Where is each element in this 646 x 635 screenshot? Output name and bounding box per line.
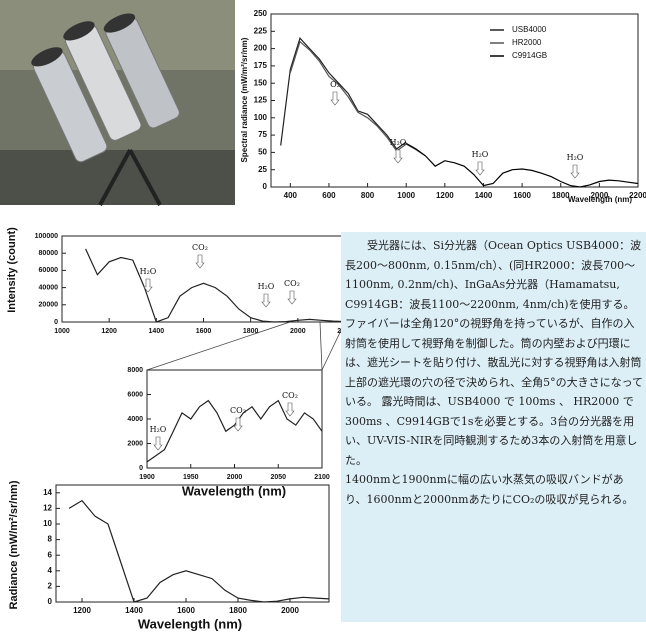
y-tick-label: 175 bbox=[254, 61, 268, 70]
plot-frame bbox=[56, 485, 329, 602]
x-tick-label: 2000 bbox=[281, 606, 299, 615]
y-tick-label: 10 bbox=[43, 519, 52, 528]
y-tick-label: 2 bbox=[48, 582, 53, 591]
x-tick-label: 1000 bbox=[397, 191, 415, 200]
annotation-arrow bbox=[286, 403, 294, 416]
x-tick-label: 1600 bbox=[513, 191, 531, 200]
legend-label: HR2000 bbox=[512, 38, 542, 47]
annotation: H₂O bbox=[567, 153, 584, 162]
annotation: H₂O bbox=[140, 267, 157, 276]
y-tick-label: 125 bbox=[254, 96, 268, 105]
x-tick-label: 1800 bbox=[229, 606, 247, 615]
x-axis-title: Wavelength (nm) bbox=[138, 616, 242, 631]
plot-frame bbox=[147, 370, 322, 468]
annotation: H₂O bbox=[390, 138, 407, 147]
y-tick-label: 4 bbox=[48, 566, 53, 575]
x-tick-label: 1200 bbox=[73, 606, 91, 615]
y-tick-label: 60000 bbox=[39, 267, 59, 274]
annotation: CO₂ bbox=[192, 243, 208, 252]
y-tick-label: 100000 bbox=[35, 233, 58, 240]
annotation: CO₂ bbox=[230, 406, 246, 415]
y-tick-label: 0 bbox=[263, 182, 268, 191]
data-line bbox=[281, 38, 407, 149]
x-tick-label: 1800 bbox=[243, 328, 259, 335]
x-tick-label: 2000 bbox=[227, 474, 243, 481]
y-tick-label: 8000 bbox=[127, 367, 143, 374]
x-tick-label: 1000 bbox=[54, 328, 70, 335]
photo bbox=[0, 0, 235, 205]
y-tick-label: 8 bbox=[48, 535, 53, 544]
x-tick-label: 1950 bbox=[183, 474, 199, 481]
x-tick-label: 1200 bbox=[436, 191, 454, 200]
annotation: O₂ bbox=[330, 80, 340, 89]
annotation-arrow bbox=[154, 437, 162, 450]
x-tick-label: 400 bbox=[284, 191, 298, 200]
y-tick-label: 2000 bbox=[127, 440, 143, 447]
page: {"chart_data": [ {"type": "line", "xlabe… bbox=[0, 0, 646, 635]
y-tick-label: 12 bbox=[43, 504, 52, 513]
x-tick-label: 1900 bbox=[139, 474, 155, 481]
annotation-arrow bbox=[288, 291, 296, 304]
y-tick-label: 50 bbox=[258, 148, 267, 157]
x-axis-title: Wavelength (nm) bbox=[182, 483, 286, 498]
annotation: H₂O bbox=[258, 282, 275, 291]
y-tick-label: 250 bbox=[254, 9, 268, 18]
y-tick-label: 14 bbox=[43, 488, 52, 497]
y-axis-title: Intensity (count) bbox=[6, 227, 18, 313]
annotation-arrow bbox=[571, 165, 579, 178]
annotation: H₂O bbox=[472, 150, 489, 159]
x-tick-label: 600 bbox=[322, 191, 336, 200]
data-line bbox=[406, 143, 638, 187]
y-tick-label: 200 bbox=[254, 44, 268, 53]
y-tick-label: 6 bbox=[48, 550, 53, 559]
y-tick-label: 25 bbox=[258, 165, 267, 174]
y-tick-label: 0 bbox=[139, 465, 143, 472]
paragraph: 受光器には、Si分光器（Ocean Optics USB4000：波長200〜8… bbox=[345, 236, 645, 470]
x-tick-label: 800 bbox=[361, 191, 375, 200]
y-tick-label: 0 bbox=[48, 597, 53, 606]
y-tick-label: 100 bbox=[254, 113, 268, 122]
data-line bbox=[69, 501, 329, 602]
x-tick-label: 1400 bbox=[149, 328, 165, 335]
x-axis-title: Wavelength (nm) bbox=[568, 195, 632, 204]
data-line bbox=[86, 249, 345, 322]
annotation-arrow bbox=[196, 255, 204, 268]
annotation-arrow bbox=[476, 162, 484, 175]
legend-label: C9914GB bbox=[512, 51, 547, 60]
text-block: 受光器には、Si分光器（Ocean Optics USB4000：波長200〜8… bbox=[341, 232, 646, 622]
x-tick-label: 1200 bbox=[101, 328, 117, 335]
annotation-arrow bbox=[394, 150, 402, 163]
x-tick-label: 2050 bbox=[270, 474, 286, 481]
annotation: CO₂ bbox=[284, 279, 300, 288]
annotation-arrow bbox=[331, 92, 339, 105]
y-tick-label: 150 bbox=[254, 78, 268, 87]
x-tick-label: 1400 bbox=[125, 606, 143, 615]
x-tick-label: 1400 bbox=[475, 191, 493, 200]
y-tick-label: 0 bbox=[54, 319, 58, 326]
annotation: CO₂ bbox=[282, 391, 298, 400]
paragraph: 1400nmと1900nmに幅の広い水蒸気の吸収バンドがあり、1600nmと20… bbox=[345, 470, 645, 509]
y-tick-label: 20000 bbox=[39, 302, 59, 309]
x-tick-label: 2100 bbox=[314, 474, 330, 481]
y-axis-title: Radiance (mW/m²/sr/nm) bbox=[8, 480, 20, 609]
y-tick-label: 4000 bbox=[127, 416, 143, 423]
y-tick-label: 225 bbox=[254, 26, 268, 35]
x-tick-label: 1600 bbox=[196, 328, 212, 335]
annotation: H₂O bbox=[150, 425, 167, 434]
y-axis-title: Spectral radiance (mW/m²/sr/nm) bbox=[240, 37, 249, 162]
x-tick-label: 2000 bbox=[290, 328, 306, 335]
x-tick-label: 1600 bbox=[177, 606, 195, 615]
y-tick-label: 40000 bbox=[39, 284, 59, 291]
y-tick-label: 80000 bbox=[39, 250, 59, 257]
annotation-arrow bbox=[262, 294, 270, 307]
y-tick-label: 75 bbox=[258, 130, 267, 139]
legend-label: USB4000 bbox=[512, 25, 547, 34]
y-tick-label: 6000 bbox=[127, 391, 143, 398]
